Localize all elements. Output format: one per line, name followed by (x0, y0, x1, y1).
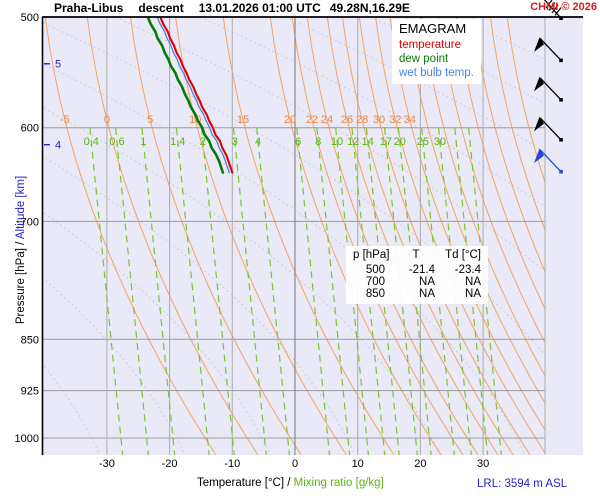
svg-text:28: 28 (356, 114, 368, 126)
altitude-tick-label: 4 (55, 140, 61, 152)
altitude-axis-label: Altitude [km] (15, 175, 27, 240)
wind-barb (534, 116, 563, 142)
dew-point-curve (147, 16, 225, 174)
dry-adiabat-labels: -5 0 5 10 15 20 22 24 26 28 30 32 34 (60, 114, 416, 126)
legend-box: EMAGRAM temperature dew point wet bulb t… (392, 19, 481, 84)
wind-barbs (534, 0, 563, 174)
svg-text:1: 1 (140, 136, 146, 148)
legend-item-wet-bulb: wet bulb temp. (399, 67, 474, 79)
grid (42, 16, 546, 455)
altitude-ticks: 54 (44, 59, 61, 152)
temperature-curve (159, 17, 234, 174)
svg-text:15: 15 (237, 114, 249, 126)
temperature-tick-label: -30 (99, 458, 115, 470)
cell-td-850: NA (465, 288, 481, 300)
station-name: Praha-Libus (54, 1, 124, 15)
temperature-tick-labels: -30 -20 -10 0 10 20 30 (99, 458, 489, 470)
svg-text:14: 14 (362, 136, 374, 148)
col-dewpoint: Td [°C] (445, 249, 481, 261)
sounding-datetime: 13.01.2026 01:00 UTC (198, 1, 321, 15)
table-row: 500 -21.4 -23.4 (353, 264, 481, 276)
svg-text:30: 30 (373, 114, 385, 126)
cell-p-700: 700 (365, 276, 385, 288)
svg-text:32: 32 (389, 114, 401, 126)
col-pressure: p [hPa] (353, 249, 390, 261)
readout-table: p [hPa] T Td [°C] 500 -21.4 -23.4 700 NA… (346, 246, 488, 304)
pressure-tick-label: 1000 (15, 433, 39, 445)
cell-p-500: 500 (365, 264, 385, 276)
svg-text:-5: -5 (60, 114, 70, 126)
copyright-label: CHMI © 2026 (530, 1, 597, 13)
svg-text:24: 24 (321, 114, 333, 126)
legend-item-dew-point: dew point (399, 53, 449, 65)
cell-p-850: 850 (365, 288, 385, 300)
svg-text:30: 30 (434, 136, 446, 148)
svg-text:26: 26 (341, 114, 353, 126)
svg-text:12: 12 (347, 136, 359, 148)
svg-text:10: 10 (331, 136, 343, 148)
mixing-ratio-lines (89, 128, 502, 455)
legend-heading: EMAGRAM (399, 21, 467, 36)
pressure-tick-label: 600 (21, 123, 39, 135)
cell-t-850: NA (419, 288, 435, 300)
svg-text:5: 5 (147, 114, 153, 126)
svg-text:0.4: 0.4 (84, 136, 99, 148)
svg-text:34: 34 (404, 114, 416, 126)
svg-text:0: 0 (104, 114, 110, 126)
readout-table-header: p [hPa] T Td [°C] (353, 248, 481, 264)
pressure-tick-label: 500 (21, 12, 39, 24)
altitude-tick-label: 5 (55, 59, 61, 71)
wind-barb (543, 0, 563, 21)
pressure-tick-labels: 500 600 700 850 925 1000 (15, 12, 39, 445)
temperature-tick-label: 10 (352, 458, 364, 470)
temperature-tick-label: -20 (162, 458, 178, 470)
wet-bulb-curve (157, 17, 230, 174)
mixing-ratio-axis-label: Mixing ratio [g/kg] (293, 477, 384, 489)
svg-text:20: 20 (284, 114, 296, 126)
pressure-tick-label: 925 (21, 386, 39, 398)
temperature-tick-label: 20 (414, 458, 426, 470)
cell-td-700: NA (465, 276, 481, 288)
x-axis-separator: / (284, 477, 294, 489)
station-coordinates: 49.28N,16.29E (329, 1, 410, 15)
temperature-tick-label: -10 (224, 458, 240, 470)
wind-barb (534, 76, 563, 102)
svg-text:4: 4 (255, 136, 261, 148)
svg-text:8: 8 (315, 136, 321, 148)
temperature-axis-label: Temperature [°C] (197, 477, 285, 489)
svg-text:20: 20 (394, 136, 406, 148)
mixing-ratio-labels: 0.4 0.6 1 1.4 2 3 4 6 8 10 12 14 17 20 25 30 (84, 136, 446, 148)
lrl-annotation: LRL: 3594 m ASL (477, 478, 568, 490)
svg-text:3: 3 (232, 136, 238, 148)
pressure-tick-label: 850 (21, 334, 39, 346)
cell-t-700: NA (419, 276, 435, 288)
col-temperature: T (412, 249, 420, 261)
y-axis-title: Pressure [hPa] / Altitude [km] (15, 90, 27, 410)
svg-text:17: 17 (380, 136, 392, 148)
svg-text:1.4: 1.4 (170, 136, 185, 148)
svg-text:22: 22 (306, 114, 318, 126)
table-row: 850 NA NA (353, 288, 481, 300)
plot-frame (41, 16, 583, 455)
table-row: 700 NA NA (353, 276, 481, 288)
svg-text:2: 2 (200, 136, 206, 148)
svg-text:25: 25 (417, 136, 429, 148)
y-axis-separator: / (15, 239, 27, 249)
svg-text:0.6: 0.6 (109, 136, 124, 148)
plot-background (42, 17, 583, 455)
temperature-tick-label: 0 (292, 458, 298, 470)
pressure-tick-label: 700 (21, 216, 39, 228)
temperature-tick-label: 30 (477, 458, 489, 470)
cell-td-500: -23.4 (454, 264, 481, 276)
profile-type: descent (138, 1, 184, 15)
page-title: Praha-Libus descent 13.01.2026 01:00 UTC 49… (54, 1, 410, 15)
x-axis-title: Temperature [°C] / Mixing ratio [g/kg] (197, 477, 384, 489)
svg-text:6: 6 (295, 136, 301, 148)
wind-barb (534, 148, 563, 174)
wind-barb (534, 37, 563, 63)
pressure-axis-label: Pressure [hPa] (15, 248, 27, 325)
cell-t-500: -21.4 (408, 264, 435, 276)
legend-item-temperature: temperature (399, 39, 462, 51)
